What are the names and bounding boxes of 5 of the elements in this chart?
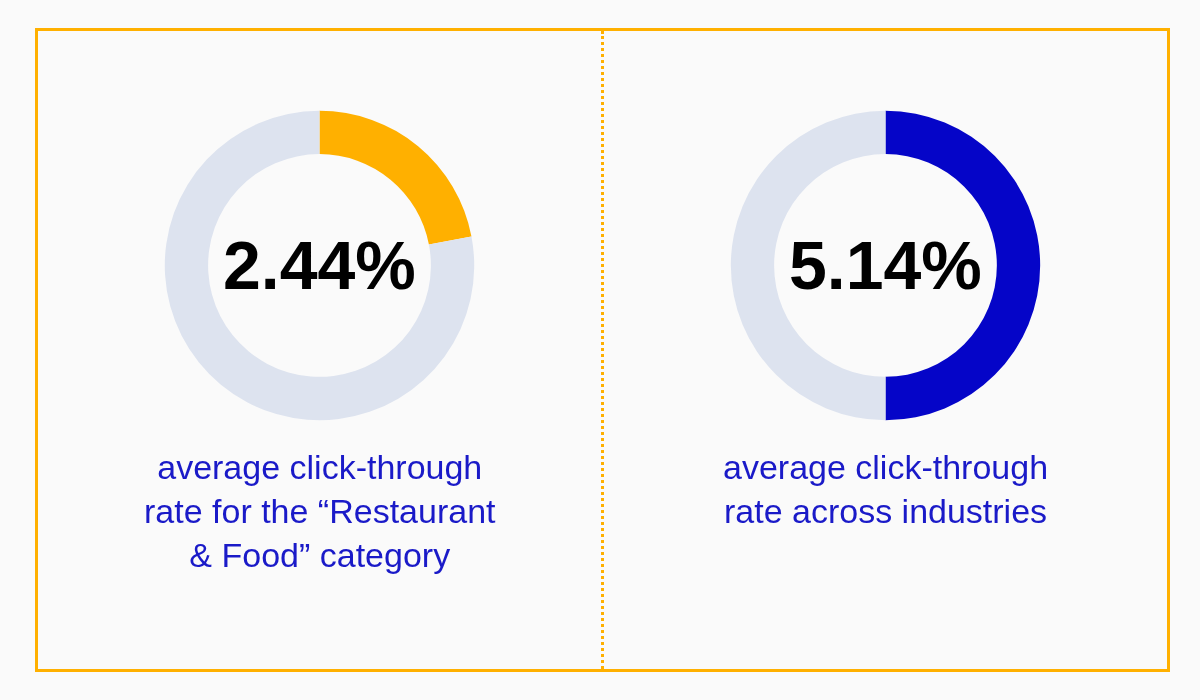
- text: 5.14%: [789, 227, 982, 303]
- donut-slice: [164, 110, 474, 421]
- text: average click-through rate across industries: [723, 448, 1049, 531]
- text: 2.44%: [223, 227, 416, 303]
- text: average click-through rate for the “Restaurant & Food” category: [144, 448, 497, 575]
